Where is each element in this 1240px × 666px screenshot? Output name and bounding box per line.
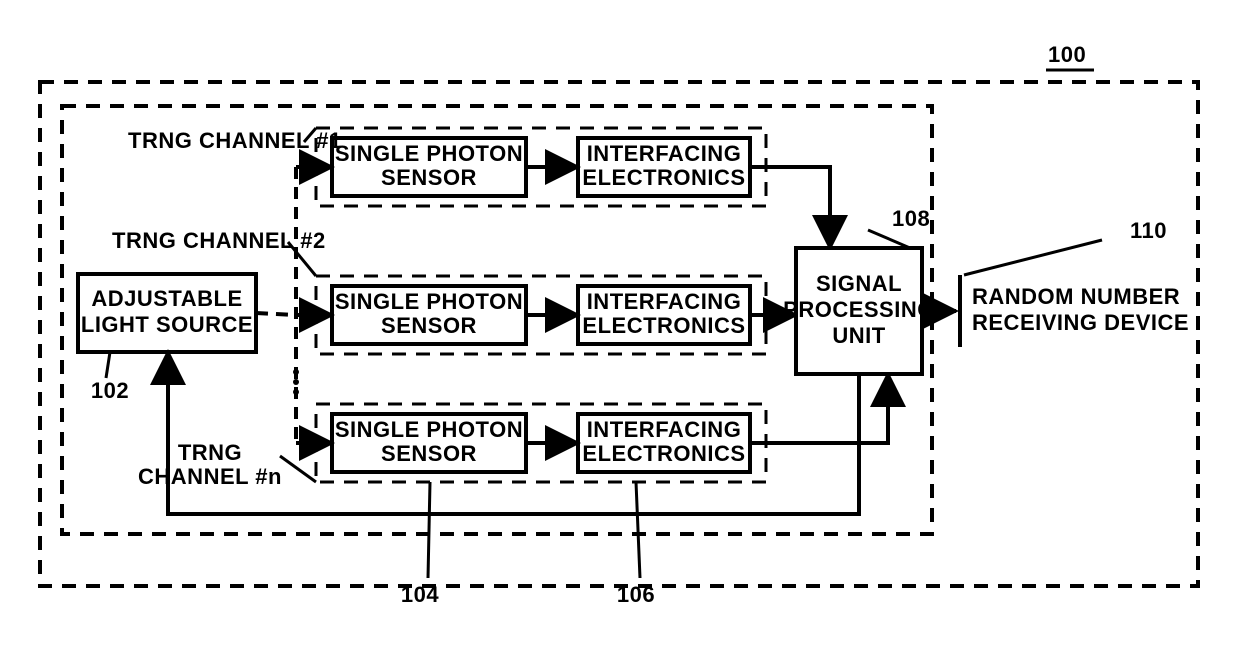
svg-text:RECEIVING DEVICE: RECEIVING DEVICE [972, 310, 1189, 335]
svg-text:SINGLE PHOTON: SINGLE PHOTON [335, 289, 523, 314]
svg-text:SINGLE PHOTON: SINGLE PHOTON [335, 141, 523, 166]
svg-text:TRNG CHANNEL #1: TRNG CHANNEL #1 [128, 128, 342, 153]
svg-text:ELECTRONICS: ELECTRONICS [582, 313, 745, 338]
svg-text:106: 106 [617, 582, 655, 607]
svg-text:SENSOR: SENSOR [381, 165, 477, 190]
svg-text:UNIT: UNIT [832, 323, 885, 348]
svg-text:ADJUSTABLE: ADJUSTABLE [91, 286, 242, 311]
svg-text:ELECTRONICS: ELECTRONICS [582, 165, 745, 190]
svg-text:CHANNEL #n: CHANNEL #n [138, 464, 282, 489]
svg-text:TRNG: TRNG [178, 440, 242, 465]
svg-text:INTERFACING: INTERFACING [587, 289, 742, 314]
figure-100: 100 ADJUSTABLELIGHT SOURCE 102 SINGLE PHOTO… [40, 42, 1198, 607]
svg-text:102: 102 [91, 378, 129, 403]
svg-text:SENSOR: SENSOR [381, 313, 477, 338]
svg-text:SENSOR: SENSOR [381, 441, 477, 466]
svg-text:RANDOM NUMBER: RANDOM NUMBER [972, 284, 1180, 309]
svg-text:100: 100 [1048, 42, 1086, 67]
svg-text:108: 108 [892, 206, 930, 231]
svg-text:104: 104 [401, 582, 439, 607]
svg-text:SIGNAL: SIGNAL [816, 271, 902, 296]
svg-text:INTERFACING: INTERFACING [587, 417, 742, 442]
svg-text:110: 110 [1130, 218, 1167, 243]
svg-text:SINGLE PHOTON: SINGLE PHOTON [335, 417, 523, 442]
svg-text:LIGHT SOURCE: LIGHT SOURCE [81, 312, 253, 337]
svg-text:PROCESSING: PROCESSING [783, 297, 935, 322]
svg-text:ELECTRONICS: ELECTRONICS [582, 441, 745, 466]
svg-text:INTERFACING: INTERFACING [587, 141, 742, 166]
